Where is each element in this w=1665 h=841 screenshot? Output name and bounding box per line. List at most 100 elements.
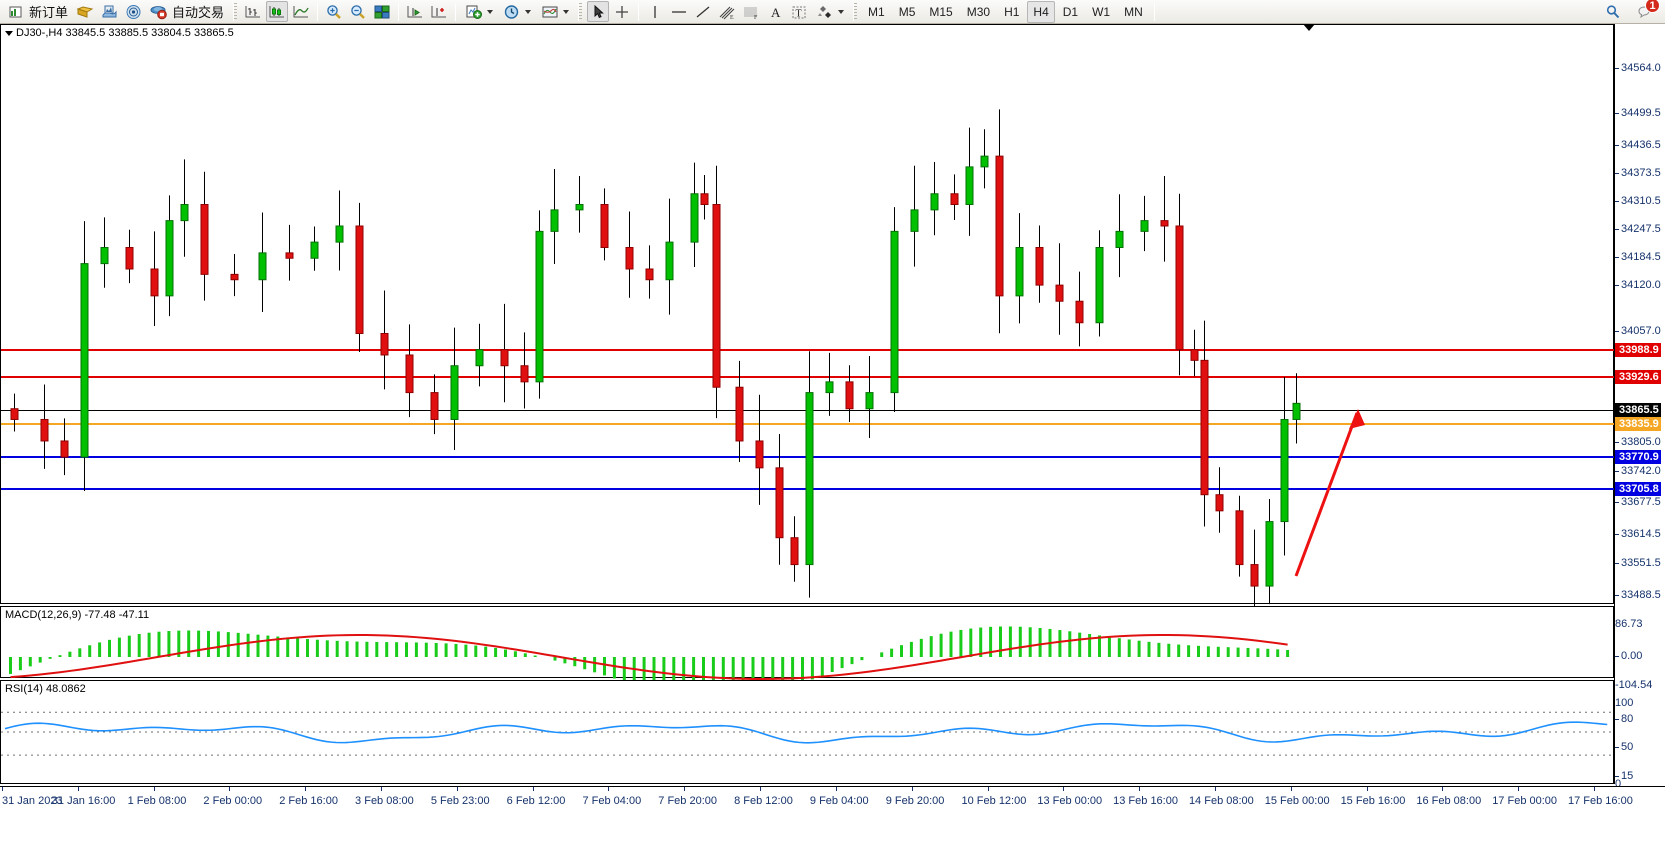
timeframe-mn[interactable]: MN — [1124, 4, 1143, 19]
timeframe-d1[interactable]: D1 — [1062, 4, 1079, 19]
toolbar-grip-2[interactable] — [578, 2, 583, 21]
macd-histogram-bar — [810, 657, 814, 680]
resistance-line-33988[interactable] — [1, 349, 1614, 351]
bar-chart-icon[interactable] — [242, 1, 264, 22]
zoom-in-icon[interactable] — [323, 1, 345, 22]
folder-icon[interactable] — [74, 1, 96, 22]
candle — [575, 176, 584, 233]
timeframe-m15[interactable]: M15 — [929, 4, 953, 19]
tile-windows-icon[interactable] — [371, 1, 393, 22]
time-axis[interactable]: 31 Jan 2023 31 Jan 16:00 1 Feb 08:00 2 Feb … — [0, 786, 1665, 817]
macd-histogram-bar — [1276, 649, 1280, 657]
macd-histogram-bar — [801, 657, 804, 683]
resistance-line-33929[interactable] — [1, 376, 1614, 378]
horizontal-line-icon[interactable] — [668, 1, 690, 22]
price-pane[interactable]: DJ30-,H4 33845.5 33885.5 33804.5 33865.5 — [0, 24, 1614, 615]
price-tag-entry[interactable]: 33835.9 — [1615, 417, 1661, 431]
crosshair-icon[interactable] — [611, 1, 633, 22]
macd-histogram-bar — [256, 634, 260, 657]
macd-histogram-bar — [68, 651, 72, 657]
svg-text:A: A — [771, 5, 781, 20]
line-chart-icon[interactable] — [290, 1, 312, 22]
macd-histogram-bar — [761, 657, 765, 694]
macd-histogram-bar — [464, 644, 468, 657]
candle — [890, 207, 899, 412]
chart-area[interactable]: DJ30-,H4 33845.5 33885.5 33804.5 33865.5… — [0, 24, 1665, 817]
period-button[interactable] — [498, 1, 536, 23]
timeframe-w1[interactable]: W1 — [1092, 4, 1111, 19]
candle — [10, 393, 19, 432]
terminal-icon[interactable] — [98, 1, 120, 22]
price-tag-resistance[interactable]: 33988.9 — [1615, 343, 1661, 357]
text-icon[interactable]: A — [764, 1, 786, 22]
price-tag-support[interactable]: 33770.9 — [1615, 450, 1661, 464]
toolbar-grip-3[interactable] — [853, 2, 858, 21]
zoom-out-icon[interactable] — [347, 1, 369, 22]
price-tag-resistance[interactable]: 33929.6 — [1615, 370, 1661, 384]
price-tick: 33805.0 — [1615, 436, 1661, 448]
timeframe-h1[interactable]: H1 — [1004, 4, 1020, 19]
macd-histogram-bar — [1078, 632, 1082, 657]
macd-histogram-bar — [959, 629, 963, 657]
time-tick-mark — [229, 787, 231, 791]
indicators-button[interactable] — [536, 1, 574, 23]
candle — [520, 332, 529, 409]
new-order-button[interactable]: 新订单 — [2, 1, 73, 23]
macd-histogram-bar — [108, 639, 111, 657]
trend-arrow-annotation[interactable] — [1, 25, 1613, 603]
cursor-icon[interactable] — [587, 1, 610, 22]
signal-icon[interactable] — [122, 1, 144, 22]
notifications-icon[interactable]: 1 — [1634, 0, 1660, 22]
candle — [1280, 377, 1289, 556]
macd-pane[interactable]: MACD(12,26,9) -77.48 -47.11 — [0, 606, 1614, 698]
candle — [995, 109, 1004, 334]
candle — [690, 162, 699, 268]
vertical-line-icon[interactable] — [644, 1, 666, 22]
macd-histogram-bar — [375, 641, 379, 657]
indicators-dropdown-caret[interactable] — [563, 9, 570, 14]
time-tick-mark — [532, 787, 534, 791]
candlestick-chart-icon[interactable] — [266, 1, 289, 22]
equidistant-channel-icon[interactable]: E — [716, 1, 738, 22]
rsi-label: RSI(14) 48.0862 — [5, 683, 86, 695]
autotrade-button[interactable]: 自动交易 — [145, 1, 229, 23]
text-label-icon[interactable]: T — [788, 1, 810, 22]
chart-menu-caret-icon[interactable] — [5, 30, 13, 36]
rsi-pane[interactable]: RSI(14) 48.0862 — [0, 680, 1614, 784]
macd-histogram-bar — [612, 657, 616, 679]
timeframe-m30[interactable]: M30 — [966, 4, 991, 19]
macd-histogram-bar — [335, 640, 339, 657]
timeframe-m1[interactable]: M1 — [868, 4, 885, 19]
macd-tick: 0.00 — [1615, 650, 1642, 662]
time-tick-label: 5 Feb 23:00 — [430, 795, 490, 807]
macd-histogram-bar — [830, 657, 834, 673]
macd-histogram-bar — [573, 657, 577, 667]
price-tag-support[interactable]: 33705.8 — [1615, 482, 1661, 496]
period-dropdown-caret[interactable] — [525, 9, 532, 14]
shapes-button[interactable] — [811, 1, 849, 23]
new-chart-dropdown-caret[interactable] — [487, 9, 494, 14]
chart-header-label: DJ30-,H4 33845.5 33885.5 33804.5 33865.5 — [5, 27, 234, 39]
toolbar-grip-1[interactable] — [233, 2, 238, 21]
auto-scroll-icon[interactable] — [428, 1, 450, 22]
macd-signal-line — [10, 634, 1288, 680]
candle — [930, 162, 939, 236]
timeframe-h4[interactable]: H4 — [1027, 0, 1055, 23]
time-tick-mark — [1594, 787, 1595, 791]
timeframe-m5[interactable]: M5 — [898, 4, 916, 19]
new-chart-button[interactable] — [460, 1, 498, 23]
macd-histogram-bar — [494, 647, 498, 657]
candle — [80, 221, 89, 492]
candle — [430, 374, 439, 435]
price-tag-current-price[interactable]: 33865.5 — [1615, 403, 1661, 417]
shapes-dropdown-caret[interactable] — [838, 9, 845, 14]
fibonacci-icon[interactable]: F — [740, 1, 762, 22]
toolbar-separator-2 — [398, 2, 400, 21]
price-axis[interactable]: 34564.0 34499.5 34436.5 34373.5 34310.5 34247… — [1614, 24, 1665, 790]
rsi-series — [1, 711, 1613, 756]
candle — [755, 394, 764, 505]
chart-shift-icon[interactable] — [404, 1, 426, 22]
search-icon[interactable] — [1602, 1, 1624, 22]
candle — [625, 211, 634, 298]
trendline-icon[interactable] — [692, 1, 714, 22]
